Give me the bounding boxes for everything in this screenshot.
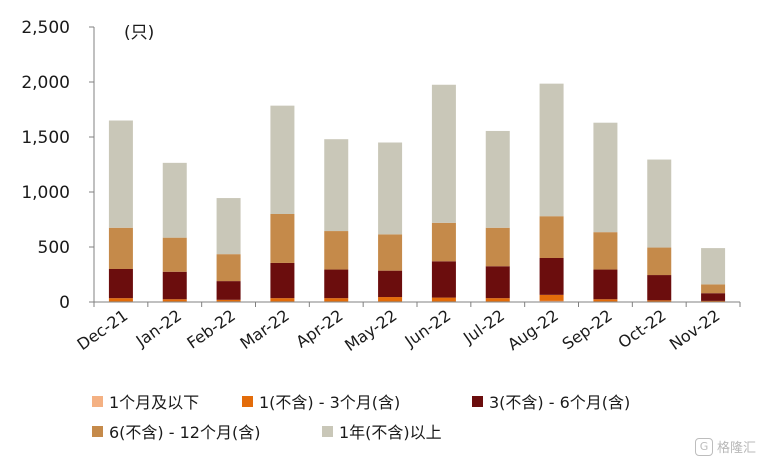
bar-segment-1 — [701, 300, 726, 302]
x-tick-label: Sep-22 — [559, 306, 616, 354]
bars — [108, 83, 726, 302]
bar-segment-2 — [216, 281, 241, 300]
bar-segment-4 — [162, 162, 187, 238]
bar-segment-2 — [431, 261, 456, 298]
x-tick-label: Aug-22 — [504, 306, 562, 354]
legend-label-0: 1个月及以下 — [109, 393, 200, 412]
bar-segment-4 — [270, 105, 295, 214]
bar-segment-3 — [162, 237, 187, 272]
y-tick-label: 1,500 — [21, 128, 70, 148]
bar-segment-2 — [701, 293, 726, 301]
bar-segment-2 — [378, 270, 403, 298]
x-tick-label: Mar-22 — [237, 306, 293, 353]
x-tick-label: Feb-22 — [183, 306, 239, 353]
legend-item-2: 3(不含) - 6个月(含) — [472, 389, 630, 413]
bar-segment-1 — [162, 299, 187, 302]
bar-segment-2 — [485, 266, 510, 299]
bar-segment-4 — [647, 159, 672, 248]
unit-label: (只) — [124, 23, 154, 43]
legend-swatch-0 — [92, 395, 103, 407]
bar-segment-3 — [378, 234, 403, 271]
watermark-logo-icon: G — [694, 437, 713, 456]
bar-segment-1 — [647, 300, 672, 302]
bar-segment-4 — [378, 142, 403, 235]
legend-swatch-2 — [472, 395, 483, 407]
legend-row-1: 1个月及以下 1(不含) - 3个月(含) 3(不含) - 6个月(含) — [92, 386, 752, 416]
legend-swatch-1 — [242, 395, 253, 407]
x-tick-label: Nov-22 — [666, 306, 724, 354]
y-tick-label: 0 — [59, 293, 70, 313]
bar-segment-4 — [431, 84, 456, 223]
bar-segment-3 — [485, 227, 510, 267]
bar-segment-1 — [378, 297, 403, 302]
legend-label-2: 3(不含) - 6个月(含) — [489, 393, 631, 412]
x-tick-label: Dec-21 — [74, 306, 132, 354]
bar-segment-1 — [324, 298, 349, 302]
watermark: G 格隆汇 — [694, 437, 756, 456]
y-tick-label: 1,000 — [21, 183, 70, 203]
bar-segment-1 — [431, 297, 456, 302]
bar-segment-3 — [701, 284, 726, 294]
x-tick-label: Oct-22 — [615, 306, 670, 352]
bar-segment-4 — [485, 130, 510, 228]
legend-item-0: 1个月及以下 — [92, 389, 242, 413]
bar-segment-3 — [647, 247, 672, 276]
legend-row-2: 6(不含) - 12个月(含) 1年(不含)以上 — [92, 416, 752, 446]
bar-segment-1 — [270, 298, 295, 302]
y-axis: 0 500 1,000 1,500 2,000 2,500 — [21, 18, 95, 313]
y-tick-label: 500 — [38, 238, 70, 258]
watermark-text: 格隆汇 — [716, 441, 756, 456]
legend: 1个月及以下 1(不含) - 3个月(含) 3(不含) - 6个月(含) 6(不… — [92, 386, 752, 446]
bar-segment-2 — [324, 269, 349, 299]
bar-segment-4 — [108, 120, 133, 228]
bar-segment-1 — [108, 298, 133, 302]
legend-item-3: 6(不含) - 12个月(含) — [92, 419, 322, 443]
x-tick-label: May-22 — [341, 306, 400, 355]
legend-item-4: 1年(不含)以上 — [322, 419, 442, 443]
bar-segment-2 — [647, 275, 672, 301]
bar-segment-3 — [539, 216, 564, 258]
bar-segment-4 — [539, 83, 564, 217]
bar-segment-3 — [324, 231, 349, 270]
x-tick-label: Jan-22 — [132, 306, 185, 351]
bar-segment-0 — [539, 300, 564, 302]
bar-segment-3 — [593, 232, 618, 270]
legend-item-1: 1(不含) - 3个月(含) — [242, 389, 472, 413]
bar-segment-2 — [539, 258, 564, 295]
bar-segment-3 — [431, 222, 456, 262]
stacked-bar-chart: 0 500 1,000 1,500 2,000 2,500 Dec-21 Jan-22Feb… — [21, 18, 741, 355]
bar-segment-1 — [485, 298, 510, 302]
bar-segment-4 — [701, 248, 726, 285]
bar-segment-2 — [108, 269, 133, 299]
legend-label-4: 1年(不含)以上 — [339, 423, 442, 442]
bar-segment-3 — [108, 227, 133, 269]
bar-segment-1 — [539, 294, 564, 301]
bar-segment-4 — [324, 139, 349, 232]
y-tick-label: 2,000 — [21, 73, 70, 93]
bar-segment-4 — [216, 198, 241, 255]
x-tick-label: Jul-22 — [459, 306, 508, 348]
bar-segment-1 — [216, 299, 241, 302]
legend-label-3: 6(不含) - 12个月(含) — [109, 423, 261, 442]
x-tick-label: Jun-22 — [401, 306, 455, 351]
legend-label-1: 1(不含) - 3个月(含) — [259, 393, 401, 412]
bar-segment-2 — [593, 269, 618, 300]
legend-swatch-3 — [92, 425, 103, 437]
bar-segment-2 — [162, 271, 187, 300]
bar-segment-2 — [270, 262, 295, 299]
legend-swatch-4 — [322, 425, 333, 437]
bar-segment-3 — [270, 214, 295, 263]
x-tick-label: Apr-22 — [292, 306, 346, 352]
bar-segment-3 — [216, 254, 241, 282]
y-tick-label: 2,500 — [21, 18, 70, 38]
bar-segment-1 — [593, 299, 618, 302]
bar-segment-4 — [593, 122, 618, 233]
